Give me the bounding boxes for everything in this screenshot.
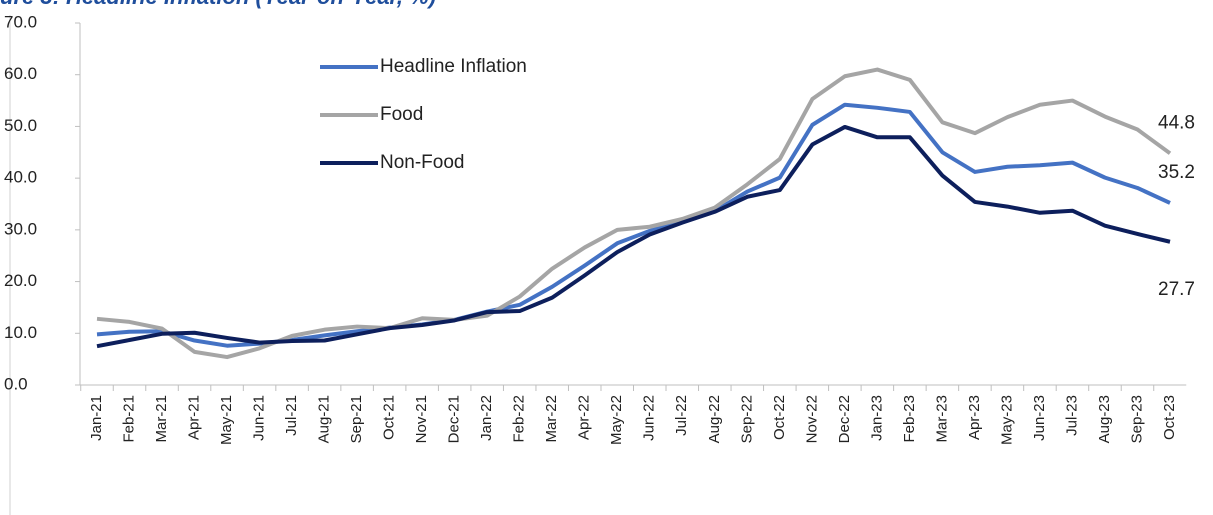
series-line [96,67,1172,360]
y-tick-label: 60.0 [4,64,37,83]
x-tick-label: Aug-21 [316,395,333,443]
legend-label: Non-Food [380,152,465,173]
y-tick-label: 30.0 [4,219,37,238]
y-tick-label: 0.0 [4,374,28,393]
legend-label: Headline Inflation [380,56,527,77]
series-line [96,124,1171,349]
x-tick-label: Feb-23 [901,395,918,443]
x-tick-label: Mar-23 [933,395,950,443]
y-tick-label: 20.0 [4,271,37,290]
data-label: 35.2 [1158,162,1195,183]
data-label: 44.8 [1158,112,1195,133]
series-line [96,102,1171,348]
x-tick-label: Jan-22 [478,395,495,441]
x-tick-label: Feb-22 [511,395,528,443]
x-tick-label: Sep-23 [1128,395,1145,443]
x-tick-label: May-23 [998,395,1015,445]
x-tick-label: Apr-22 [576,395,593,440]
x-tick-label: Apr-23 [966,395,983,440]
y-tick-label: 10.0 [4,323,37,342]
x-tick-label: Jan-21 [88,395,105,441]
x-tick-label: Jul-23 [1063,395,1080,436]
x-tick-label: Jun-21 [251,395,268,441]
x-tick-label: May-21 [218,395,235,445]
x-tick-label: Jun-22 [641,395,658,441]
x-tick-label: Oct-21 [381,395,398,440]
x-tick-label: Sep-21 [348,395,365,443]
x-tick-label: Dec-21 [446,395,463,443]
x-tick-label: Apr-21 [186,395,203,440]
x-tick-label: Jun-23 [1031,395,1048,441]
y-tick-label: 40.0 [4,168,37,187]
x-tick-label: May-22 [608,395,625,445]
x-tick-label: Aug-23 [1096,395,1113,443]
x-tick-label: Oct-23 [1161,395,1178,440]
chart-title: ure 3: Headline Inflation (Year-on-Year,… [0,0,436,9]
x-tick-label: Aug-22 [706,395,723,443]
x-tick-label: Jul-22 [673,395,690,436]
y-tick-label: 50.0 [4,116,37,135]
x-tick-label: Oct-22 [771,395,788,440]
x-tick-label: Mar-21 [153,395,170,443]
data-label: 27.7 [1158,279,1195,300]
y-tick-label: 70.0 [4,12,37,31]
x-tick-label: Feb-21 [120,395,137,443]
x-tick-label: Nov-22 [803,395,820,443]
x-tick-label: Jan-23 [868,395,885,441]
x-tick-label: Jul-21 [283,395,300,436]
x-tick-label: Mar-22 [543,395,560,443]
x-tick-label: Nov-21 [413,395,430,443]
legend-label: Food [380,104,423,125]
x-tick-label: Dec-22 [836,395,853,443]
x-tick-label: Sep-22 [738,395,755,443]
